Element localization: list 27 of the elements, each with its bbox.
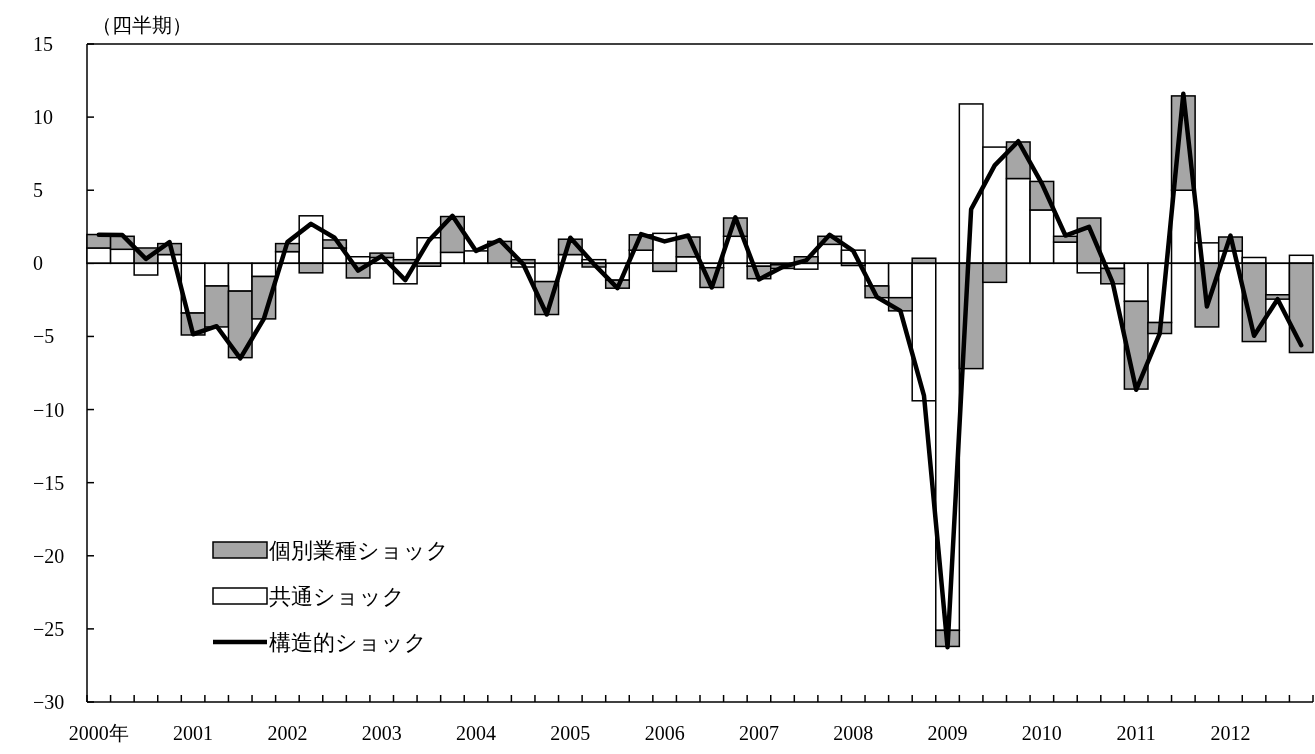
y-tick-label: −30 [33, 691, 65, 713]
x-tick-label: 2009 [927, 722, 968, 744]
x-tick-label: 2008 [833, 722, 874, 744]
y-tick-label: −5 [33, 325, 55, 348]
y-tick-label: −20 [33, 544, 65, 567]
x-tick-label: 2011 [1116, 722, 1156, 744]
x-tick-label: 2007 [738, 722, 779, 744]
x-tick-label: 2005 [550, 722, 591, 744]
y-tick-label: −25 [33, 617, 65, 640]
legend-label: 構造的ショック [269, 630, 427, 655]
x-tick-label: 2010 [1021, 722, 1062, 744]
text: （四半期） [92, 14, 192, 36]
x-tick-label: 2012 [1210, 722, 1251, 744]
y-tick-label: 15 [33, 33, 53, 55]
legend-label: 個別業種ショック [269, 538, 449, 563]
y-tick-label: 5 [33, 179, 43, 202]
x-tick-label: 2006 [644, 722, 685, 744]
x-tick-label: 2002 [267, 722, 308, 744]
x-tick-label: 2003 [361, 722, 402, 744]
x-tick-label: 2000年 [68, 722, 129, 744]
y-tick-label: 0 [33, 252, 43, 275]
y-tick-label: −15 [33, 471, 65, 494]
y-tick-label: −10 [33, 398, 65, 421]
x-tick-label: 2004 [456, 722, 497, 744]
y-tick-label: 10 [33, 106, 53, 129]
legend-label: 共通ショック [269, 584, 405, 609]
x-tick-label: 2001 [173, 722, 214, 744]
